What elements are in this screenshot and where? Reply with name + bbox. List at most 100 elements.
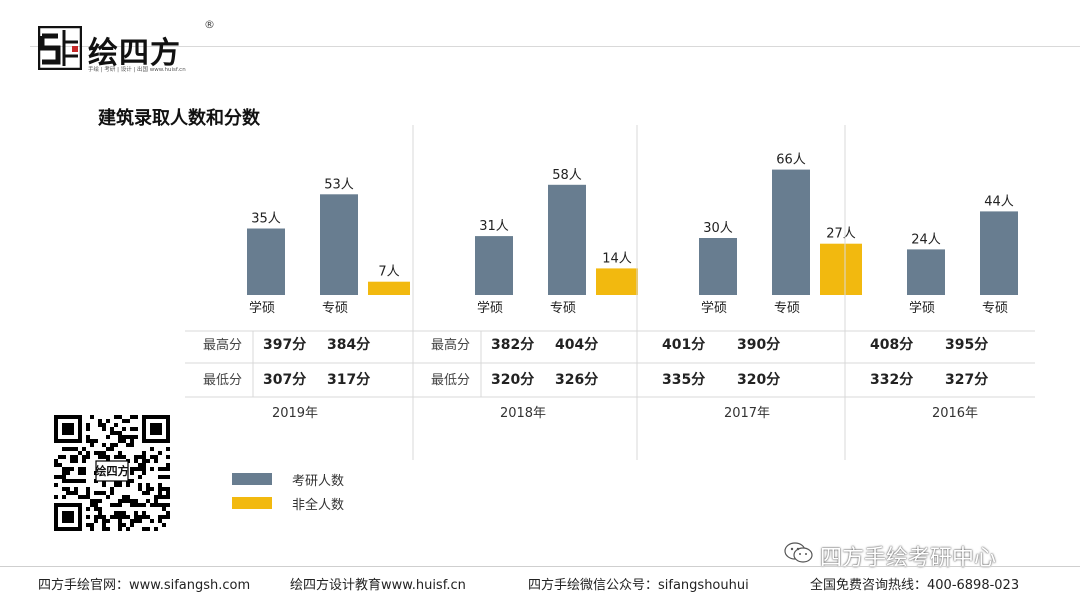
qr-module (102, 523, 106, 527)
qr-module (142, 467, 146, 471)
footer-edu-site[interactable]: 绘四方设计教育www.huisf.cn (290, 578, 466, 593)
qr-module (134, 427, 138, 431)
qr-module (130, 427, 134, 431)
qr-module (102, 527, 106, 531)
qr-module (166, 455, 170, 459)
bar-label-kaoyan: 30人 (703, 221, 733, 236)
qr-module (94, 451, 98, 455)
row-label-min: 最低分 (203, 373, 242, 388)
qr-module (110, 443, 114, 447)
qr-module (126, 483, 130, 487)
qr-module (126, 527, 130, 531)
score-min: 320分 (491, 372, 534, 388)
qr-module (138, 503, 142, 507)
qr-module (114, 415, 118, 419)
qr-module (70, 479, 74, 483)
qr-module (158, 503, 162, 507)
qr-module (86, 487, 90, 491)
qr-module (118, 415, 122, 419)
qr-module (118, 499, 122, 503)
qr-module (118, 431, 122, 435)
qr-module (154, 503, 158, 507)
qr-module (74, 447, 78, 451)
year-label: 2017年 (724, 406, 770, 421)
qr-module (82, 455, 86, 459)
qr-module (54, 483, 58, 487)
qr-module (158, 483, 162, 487)
score-max: 408分 (870, 337, 913, 353)
qr-module (94, 515, 98, 519)
row-label-max: 最高分 (431, 337, 470, 353)
score-min: 332分 (870, 372, 913, 388)
qr-module (142, 455, 146, 459)
qr-module (106, 455, 110, 459)
year-label: 2018年 (500, 406, 546, 421)
footer-website[interactable]: 四方手绘官网：www.sifangsh.com (38, 578, 251, 593)
qr-module (114, 483, 118, 487)
qr-module (90, 499, 94, 503)
qr-module (110, 447, 114, 451)
qr-module (138, 463, 142, 467)
qr-module (138, 483, 142, 487)
qr-module (86, 523, 90, 527)
score-max: 401分 (662, 337, 705, 353)
qr-module (66, 479, 70, 483)
qr-module (166, 475, 170, 479)
bar-kaoyan (475, 236, 513, 295)
qr-module (126, 443, 130, 447)
qr-module (66, 447, 70, 451)
qr-module (74, 455, 78, 459)
qr-module (78, 471, 82, 475)
qr-module (114, 455, 118, 459)
logo-mark-icon (38, 26, 82, 70)
qr-module (150, 467, 154, 471)
qr-module (126, 435, 130, 439)
qr-module (146, 515, 150, 519)
qr-module (142, 491, 146, 495)
qr-module (158, 519, 162, 523)
qr-module (134, 511, 138, 515)
bar-label-kaoyan: 31人 (479, 219, 509, 234)
brand-tagline: 手绘 | 考研 | 设计 | 出国 www.huisf.cn (88, 67, 186, 73)
qr-module (138, 455, 142, 459)
qr-module (98, 507, 102, 511)
qr-module (122, 455, 126, 459)
qr-module (134, 459, 138, 463)
qr-module (150, 447, 154, 451)
qr-module (102, 491, 106, 495)
qr-module (126, 419, 130, 423)
qr-module (102, 423, 106, 427)
qr-module (110, 427, 114, 431)
qr-module (162, 495, 166, 499)
qr-module (74, 491, 78, 495)
qr-module (166, 463, 170, 467)
qr-module (58, 463, 62, 467)
qr-module (98, 455, 102, 459)
qr-module (142, 511, 146, 515)
qr-module (118, 519, 122, 523)
qr-module (78, 467, 82, 471)
qr-module (106, 519, 110, 523)
qr-module (86, 451, 90, 455)
qr-module (90, 415, 94, 419)
qr-module (126, 499, 130, 503)
qr-module (62, 471, 66, 475)
qr-module (62, 475, 66, 479)
qr-module (130, 443, 134, 447)
bar-kaoyan (247, 228, 285, 295)
score-max: 384分 (327, 337, 370, 353)
category-label: 学硕 (701, 300, 727, 316)
score-min: 326分 (555, 372, 598, 388)
bar-feiquan (368, 281, 410, 295)
qr-module (122, 419, 126, 423)
qr-module (102, 483, 106, 487)
qr-module (74, 479, 78, 483)
qr-module (94, 439, 98, 443)
year-label: 2019年 (272, 406, 318, 421)
qr-module (154, 459, 158, 463)
qr-module (110, 515, 114, 519)
bar-feiquan (820, 243, 862, 295)
qr-module (162, 487, 166, 491)
qr-module (154, 527, 158, 531)
qr-module (106, 447, 110, 451)
